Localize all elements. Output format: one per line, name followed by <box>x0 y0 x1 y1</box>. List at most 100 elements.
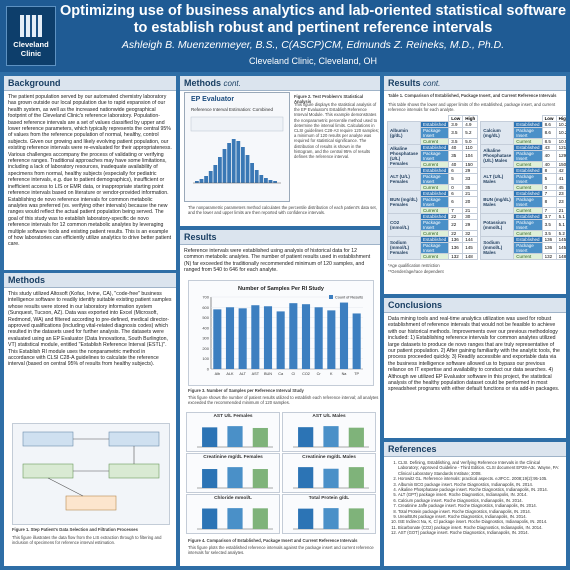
reference-item: Calcium package insert. Roche Diagnostic… <box>398 498 562 503</box>
comparison-bar <box>227 467 243 488</box>
table-cell: 8 <box>541 195 557 208</box>
row-label: Package Insert <box>420 241 450 254</box>
row-label: Package Insert <box>513 149 543 162</box>
samples-x-tick: Ca <box>278 372 284 376</box>
table-row: Package Insert 5 41 <box>481 172 566 185</box>
section-title-results-cont: Results cont. <box>384 76 566 91</box>
methods-text: This study utilized Altosoft (Kofax, Irv… <box>8 291 172 368</box>
samples-bar <box>238 308 247 369</box>
table-cell: 5.2 <box>462 126 479 139</box>
table-cell: 132 <box>541 252 557 260</box>
table-cell: 33 <box>462 172 479 185</box>
references-section: References CLSI. Defining, Establishing,… <box>384 442 566 566</box>
reference-item: Creatinine Jaffe package insert. Roche D… <box>398 503 562 508</box>
ep-histogram-bar <box>264 178 268 183</box>
analyte-name: Calcium (mg/dL) <box>480 120 515 145</box>
ep-stats-box <box>190 116 284 132</box>
samples-x-tick: BUN <box>264 372 272 376</box>
samples-y-tick: 700 <box>202 295 209 300</box>
section-title-results: Results <box>180 230 380 245</box>
background-section: Background The patient population served… <box>4 76 176 270</box>
samples-bar <box>225 307 235 369</box>
table-row: Current 132 148 <box>481 252 566 260</box>
flow-box-filter <box>108 463 160 479</box>
samples-bar <box>276 311 285 369</box>
samples-bar <box>314 307 323 369</box>
table-cell: 5 <box>448 172 464 185</box>
analyte-name: BUN (mg/dL) Females <box>386 189 422 214</box>
table-cell: 129 <box>555 149 566 162</box>
reference-item: Alkaline Phosphatase package insert. Roc… <box>398 487 562 492</box>
table-row: CO2 (mmol/L) Established 22 30 <box>386 212 479 237</box>
ep-histogram-bar <box>254 170 259 183</box>
samples-y-tick: 400 <box>202 325 209 330</box>
samples-x-tick: ALT <box>239 372 246 376</box>
table-cell: 145 <box>555 241 566 254</box>
table-cell: 104 <box>462 149 479 162</box>
table-caption: Table 1. Comparison of Established, Pack… <box>388 93 557 98</box>
table-row: ALT (U/L) Females Established 6 29 <box>386 166 479 191</box>
poster-affiliation: Cleveland Clinic, Cleveland, OH <box>248 56 378 66</box>
samples-bar <box>213 309 222 369</box>
table-cell: 148 <box>555 252 566 260</box>
cleveland-clinic-logo: Cleveland Clinic <box>6 6 56 66</box>
table-cell: 6 <box>448 195 464 208</box>
samples-bar <box>263 306 273 369</box>
analyte-name: Alkaline Phosphatase (U/L) Males <box>480 143 515 168</box>
row-label: Established <box>420 166 450 174</box>
row-label: Established <box>513 120 543 128</box>
row-label: Established <box>513 235 543 243</box>
row-label: Package Insert <box>420 172 450 185</box>
comparison-bar <box>202 427 218 447</box>
table-cell: 136 <box>541 241 557 254</box>
methods-cont-right-text: This figure displays the statistical ana… <box>294 102 379 160</box>
table-cell: 3.5 <box>541 218 557 231</box>
logo-text: Cleveland Clinic <box>13 40 49 58</box>
samples-x-tick: Alb <box>215 372 221 376</box>
results-cont-title: Results <box>388 78 421 88</box>
comparison-chart-title: AST U/L Females <box>213 414 253 419</box>
methods-flow-figure <box>12 423 170 525</box>
analyte-name: Potassium (mmol/L) <box>480 212 515 237</box>
comparison-chart-svg <box>197 426 273 448</box>
methods-cont-title: Methods <box>184 78 221 88</box>
ep-histogram-bar <box>241 147 245 183</box>
flow-arrow-4 <box>47 477 84 497</box>
ep-histogram-bar <box>227 143 231 183</box>
comparison-chart: Total Protein g/dL <box>282 494 376 534</box>
methods-cont-section: Methods cont. EP Evaluator Reference Int… <box>180 76 380 226</box>
row-label: Package Insert <box>513 218 543 231</box>
row-label: Established <box>420 235 450 243</box>
row-label: Package Insert <box>513 172 543 185</box>
reference-tables: Low High Albumin (g/dL) Established 3.9 4.9 Pa… <box>384 114 566 260</box>
samples-y-tick: 100 <box>202 356 209 361</box>
analyte-name: ALT (U/L) Males <box>480 166 515 191</box>
samples-y-tick: 300 <box>202 336 209 341</box>
flow-diagram <box>22 431 160 511</box>
samples-legend-swatch <box>329 295 333 299</box>
comparison-chart: Creatinine mg/dL Males <box>282 453 376 493</box>
row-label: Package Insert <box>513 126 543 139</box>
flow-box-lis <box>22 431 74 447</box>
comparison-chart: Chloride mmol/L <box>186 494 280 534</box>
table-note: This table shows the lower and upper lim… <box>388 102 556 113</box>
results-cont-label: cont. <box>423 79 441 88</box>
section-title-methods-cont: Methods cont. <box>180 76 380 91</box>
section-title-conclusions: Conclusions <box>384 298 566 313</box>
comparison-chart-title: Total Protein g/dL <box>308 496 350 501</box>
results-section: Results Reference intervals were establi… <box>180 230 380 566</box>
row-label: Current <box>420 252 450 260</box>
comparison-chart-svg <box>293 426 369 448</box>
samples-bar <box>327 310 336 369</box>
table-row: Package Insert 3.5 5.2 <box>388 126 479 139</box>
samples-y-tick: 500 <box>202 315 209 320</box>
table-cell: 148 <box>462 252 479 260</box>
ep-histogram-bar <box>195 181 199 183</box>
table-row: Package Insert 22 29 <box>388 218 479 231</box>
comparison-chart: Creatinine mg/dL Females <box>186 453 280 493</box>
poster-title: Optimizing use of business analytics and… <box>60 3 567 36</box>
row-label: Established <box>513 212 543 220</box>
ep-histogram-bar <box>245 155 250 183</box>
methods-section: Methods This study utilized Altosoft (Ko… <box>4 273 176 566</box>
methods-cont-bottom-text: The nonparametric parameters method calc… <box>188 205 377 216</box>
